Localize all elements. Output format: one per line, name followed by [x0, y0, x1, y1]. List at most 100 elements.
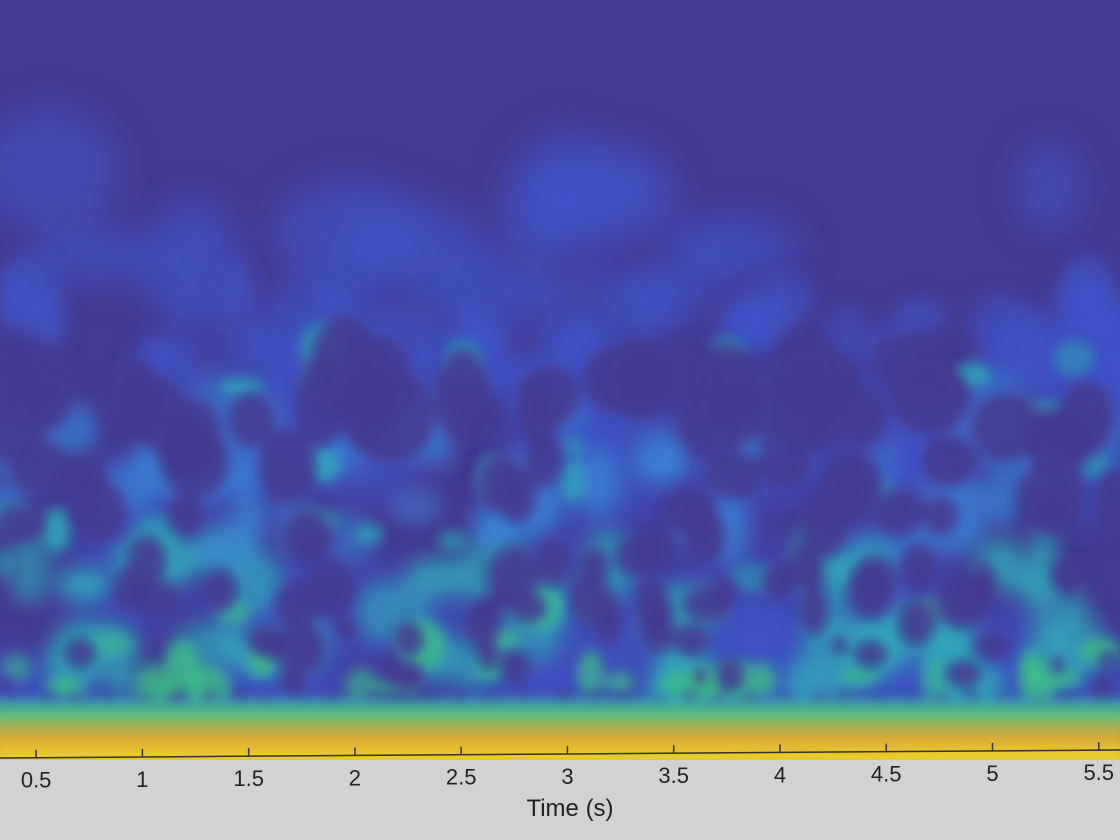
x-tick-label: 5.5: [1083, 760, 1114, 785]
energy-hole: [8, 439, 71, 495]
energy-hole: [295, 624, 326, 674]
energy-hole: [639, 613, 676, 654]
energy-hole: [869, 332, 951, 397]
energy-hole: [710, 576, 737, 611]
energy-blob: [217, 258, 253, 325]
energy-blob: [24, 292, 53, 338]
energy-blob: [984, 473, 1020, 528]
energy-blob: [437, 531, 467, 551]
x-tick-label: 5: [986, 761, 998, 786]
energy-blob: [0, 548, 13, 578]
energy-blob: [840, 668, 879, 686]
energy-blob: [243, 327, 269, 358]
energy-blob: [1055, 281, 1115, 315]
energy-hole: [799, 586, 829, 636]
energy-hole: [534, 539, 573, 588]
energy-blob: [193, 517, 264, 574]
energy-blob: [1030, 521, 1056, 600]
energy-blob: [577, 649, 604, 699]
energy-hole: [341, 370, 394, 454]
x-tick-label: 3: [561, 764, 573, 789]
energy-blob: [147, 200, 237, 337]
energy-blob: [897, 298, 946, 334]
energy-hole: [1090, 671, 1115, 705]
energy-hole: [478, 640, 499, 672]
x-tick-label: 1: [136, 767, 148, 792]
energy-hole: [160, 422, 230, 500]
energy-hole: [515, 365, 581, 428]
energy-hole: [398, 662, 424, 691]
energy-hole: [509, 592, 548, 624]
energy-hole: [959, 575, 996, 606]
energy-hole: [801, 506, 845, 559]
energy-hole: [609, 337, 673, 421]
energy-hole: [227, 391, 276, 449]
energy-hole: [279, 666, 308, 696]
energy-hole: [17, 346, 80, 408]
energy-blob: [389, 489, 442, 525]
energy-blob: [354, 524, 384, 545]
energy-blob: [44, 677, 86, 700]
energy-blob: [543, 145, 674, 242]
energy-hole: [283, 509, 330, 562]
energy-hole: [64, 637, 96, 669]
energy-hole: [901, 544, 937, 592]
energy-hole: [393, 620, 424, 658]
energy-hole: [702, 449, 765, 501]
energy-blob: [559, 459, 586, 504]
x-tick-label: 3.5: [658, 763, 689, 788]
energy-hole: [471, 597, 496, 622]
energy-blob: [660, 233, 740, 288]
energy-blob: [825, 306, 870, 363]
energy-blob: [573, 448, 620, 516]
energy-hole: [974, 631, 1011, 661]
energy-hole: [578, 548, 610, 585]
energy-blob: [1054, 340, 1095, 377]
energy-hole: [0, 504, 45, 543]
energy-blob: [637, 450, 688, 484]
energy-blob: [619, 268, 689, 322]
energy-blob: [273, 179, 427, 286]
energy-hole: [258, 427, 316, 506]
energy-hole: [1050, 656, 1065, 674]
energy-blob: [1018, 143, 1082, 231]
x-tick-label: 4: [774, 762, 786, 787]
energy-hole: [840, 392, 888, 446]
x-tick-label: 4.5: [871, 762, 902, 787]
energy-hole: [1059, 380, 1115, 452]
energy-hole: [252, 627, 282, 659]
energy-hole: [643, 533, 672, 571]
energy-blob: [1018, 649, 1044, 684]
energy-hole: [685, 508, 726, 564]
energy-hole: [1018, 459, 1087, 532]
energy-blob: [86, 631, 134, 657]
energy-blob: [28, 229, 163, 283]
energy-hole: [294, 355, 347, 448]
energy-hole: [1097, 650, 1119, 668]
energy-blob: [40, 507, 72, 553]
energy-blob: [8, 526, 50, 605]
energy-hole: [0, 676, 12, 693]
energy-hole: [831, 636, 849, 655]
energy-hole: [487, 584, 518, 611]
low-frequency-band: [0, 700, 1120, 760]
energy-hole: [113, 565, 144, 612]
energy-hole: [334, 617, 358, 640]
energy-blob: [417, 253, 560, 332]
energy-hole: [922, 496, 959, 536]
energy-hole: [944, 659, 982, 688]
scalogram-plot-area: [0, 0, 1120, 760]
energy-hole: [592, 591, 623, 646]
energy-blob: [326, 512, 374, 567]
energy-blob: [309, 447, 340, 483]
energy-hole: [167, 494, 203, 537]
x-tick-label: 2: [349, 765, 361, 790]
energy-hole: [716, 658, 745, 692]
x-tick-label: 2.5: [446, 765, 477, 790]
x-axis-label: Time (s): [526, 795, 614, 822]
energy-blob: [557, 435, 586, 459]
scalogram-heatmap: [0, 0, 1120, 760]
energy-blob: [755, 661, 776, 699]
energy-hole: [500, 649, 531, 684]
energy-blob: [0, 108, 119, 231]
